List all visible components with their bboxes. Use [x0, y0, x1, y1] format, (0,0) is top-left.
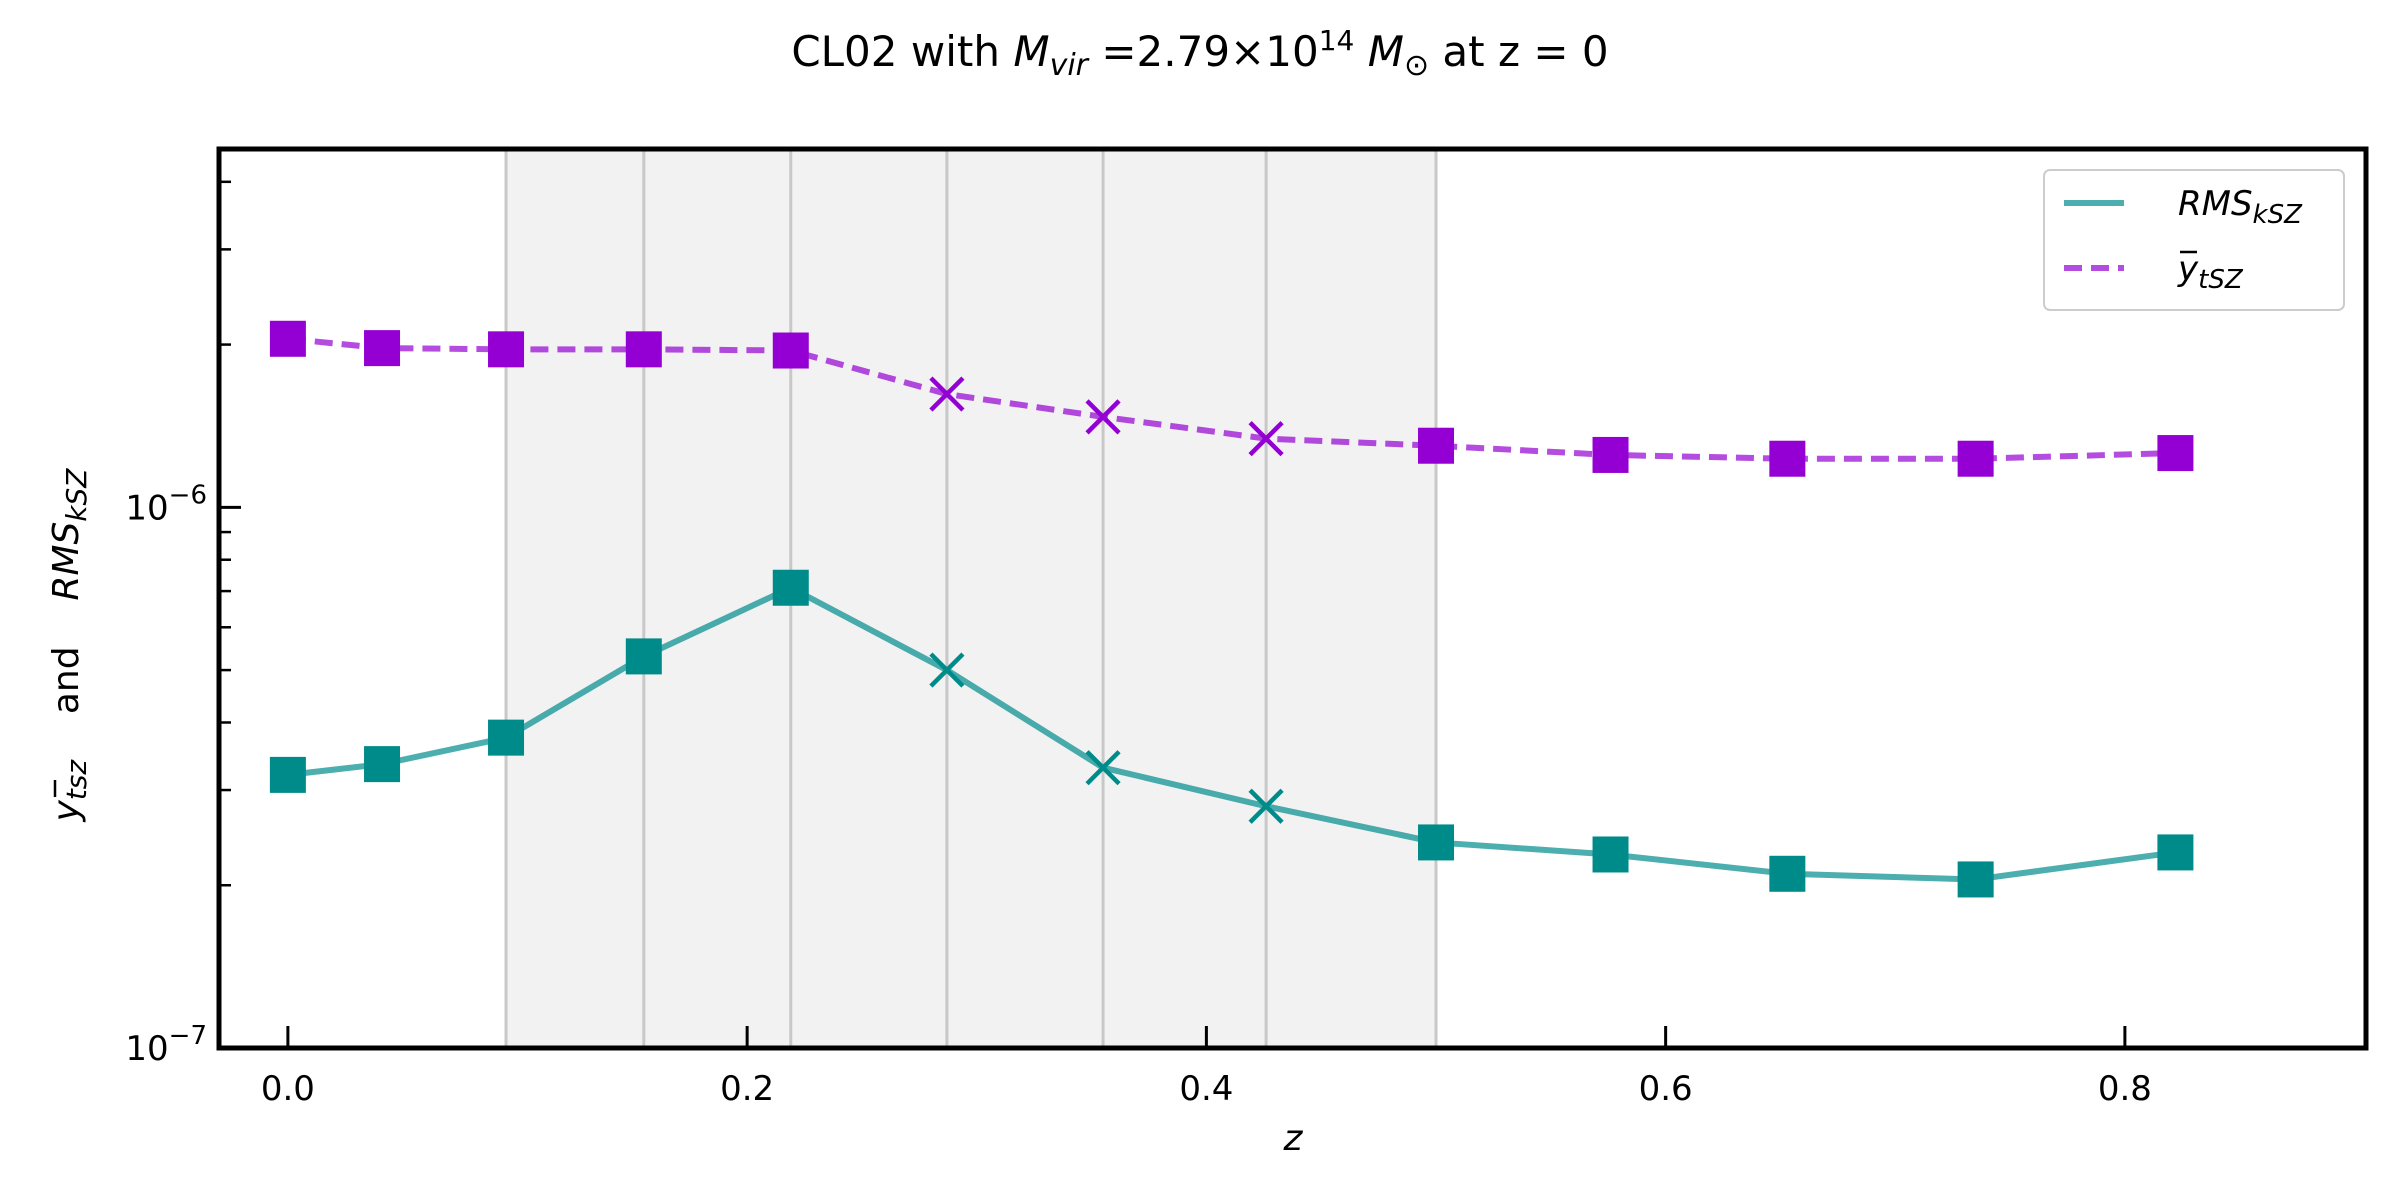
data-point-x [1248, 788, 1284, 824]
data-point-square [1592, 436, 1629, 473]
y-label-part2-base: RMS [46, 522, 87, 601]
data-point-x [1085, 750, 1121, 786]
x-tick-label: 0.4 [1179, 1069, 1233, 1109]
data-point-x [929, 376, 965, 412]
plot-background [506, 149, 1437, 1048]
data-point-x [1085, 399, 1121, 435]
title-msun-base: M [1354, 27, 1404, 76]
data-point-square [1418, 427, 1455, 464]
title-prefix: CL02 with [791, 27, 1013, 76]
data-point-square [1957, 440, 1994, 477]
y-label-part2-sub: kSZ [60, 468, 93, 522]
legend-label-rms-ksz: RMSkSZ [2178, 184, 2303, 230]
axis-ticks: 0.0 0.2 0.4 0.6 0.8 10−7 10−6 [125, 180, 2152, 1109]
shaded-region [506, 149, 1437, 1048]
legend-label-y-sub: tSZ [2198, 265, 2244, 295]
legend-label-y-tsz: ytSZ [2177, 249, 2244, 295]
x-tick-label: 0.2 [720, 1069, 774, 1109]
data-point-square [625, 638, 662, 675]
data-point-x [929, 652, 965, 688]
data-point-square [1769, 440, 1806, 477]
title-mvir-base: M [1013, 27, 1049, 76]
x-tick-label: 0.0 [261, 1069, 315, 1109]
title-suffix: at z = 0 [1429, 27, 1609, 76]
x-tick-label: 0.8 [2098, 1069, 2152, 1109]
data-point-square [269, 320, 306, 357]
x-axis-label: z [1283, 1118, 1304, 1159]
data-point-square [364, 330, 401, 367]
y-axis-label: ytsz and RMSkSZ [46, 468, 93, 823]
data-point-square [1418, 824, 1455, 861]
y-label-part1-sub: tsz [60, 759, 93, 801]
title-equals: =2.79×10 [1088, 27, 1319, 76]
title-mvir-sub: vir [1050, 48, 1090, 83]
data-point-square [2157, 435, 2194, 472]
data-point-square [1592, 836, 1629, 873]
title-msun-sub: ⊙ [1404, 48, 1429, 83]
data-point-square [772, 332, 809, 369]
data-point-square [772, 569, 809, 606]
legend-label-rms-base: RMS [2178, 184, 2253, 224]
x-tick-label: 0.6 [1639, 1069, 1693, 1109]
y-tick-label: 10−7 [125, 1021, 207, 1069]
data-point-square [488, 331, 525, 368]
series-layer [269, 320, 2194, 898]
data-point-x [1248, 421, 1284, 457]
axes-frame [216, 146, 2369, 1051]
legend: RMSkSZ ytSZ [2043, 169, 2345, 311]
data-point-square [364, 746, 401, 783]
legend-label-y-base: y [2177, 249, 2199, 289]
title-exponent: 14 [1319, 24, 1355, 57]
data-point-square [625, 331, 662, 368]
data-point-square [269, 756, 306, 793]
data-point-square [488, 719, 525, 756]
legend-label-rms-sub: kSZ [2253, 200, 2304, 230]
data-point-square [1957, 861, 1994, 898]
y-tick-label: 10−6 [125, 480, 207, 528]
data-point-square [1769, 855, 1806, 892]
chart-title: CL02 with Mvir =2.79×1014 M⊙ at z = 0 [791, 24, 1608, 83]
y-label-and: and [46, 646, 87, 714]
data-point-square [2157, 834, 2194, 871]
y-label-part1-base: y [46, 799, 87, 822]
